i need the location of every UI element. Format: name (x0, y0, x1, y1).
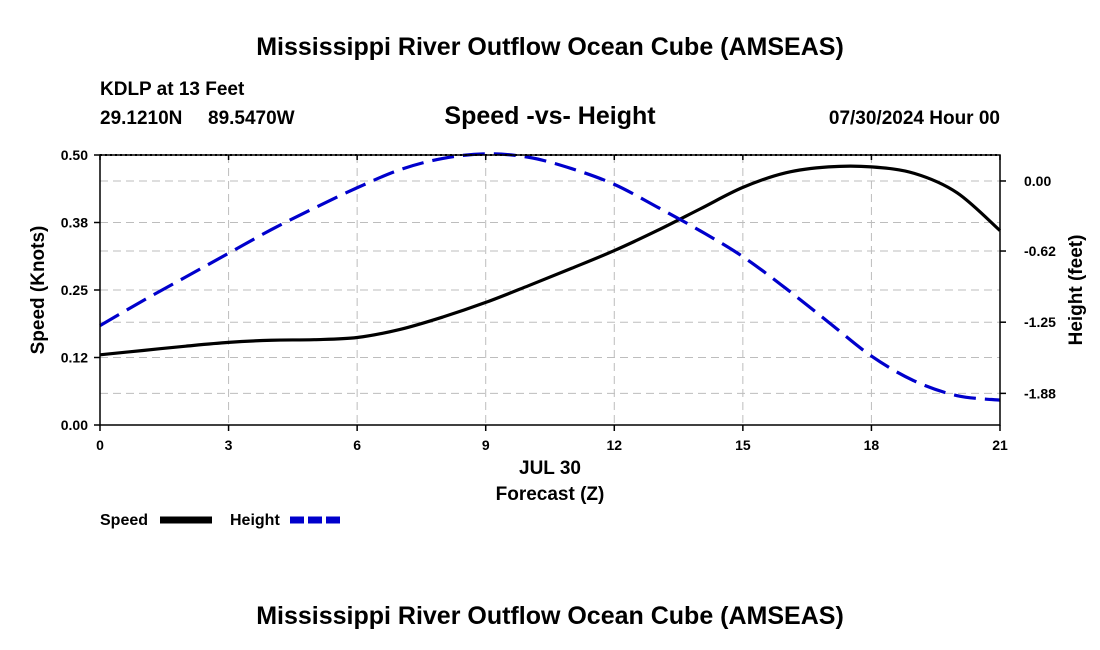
y-right-tick-label: -1.88 (1024, 385, 1056, 401)
footer-title: Mississippi River Outflow Ocean Cube (AM… (256, 602, 844, 630)
chart-title: Speed -vs- Height (444, 102, 656, 130)
y-right-axis-title: Height (feet) (1066, 235, 1087, 346)
x-axis-title: Forecast (Z) (496, 484, 605, 505)
x-tick-label: 18 (864, 437, 880, 453)
forecast-date: 07/30/2024 Hour 00 (829, 108, 1000, 129)
grid-lines (100, 155, 1000, 425)
y-left-tick-label: 0.38 (61, 215, 88, 231)
series-line-height (99, 152, 1001, 402)
y-left-axis-title: Speed (Knots) (28, 226, 49, 355)
x-tick-label: 21 (992, 437, 1008, 453)
x-tick-label: 12 (606, 437, 622, 453)
longitude-label: 89.5470W (208, 108, 295, 129)
page-title: Mississippi River Outflow Ocean Cube (AM… (256, 33, 844, 61)
x-tick-label: 3 (225, 437, 233, 453)
station-label: KDLP at 13 Feet (100, 79, 245, 100)
y-left-tick-label: 0.25 (61, 282, 88, 298)
legend-speed-label: Speed (100, 512, 148, 529)
y-left-tick-label: 0.00 (61, 417, 88, 433)
x-tick-label: 0 (96, 437, 104, 453)
y-left-tick-label: 0.50 (61, 147, 88, 163)
x-tick-label: 15 (735, 437, 751, 453)
series-line-speed (99, 164, 1002, 357)
x-date-label: JUL 30 (519, 458, 581, 479)
legend-height-label: Height (230, 512, 280, 529)
y-left-tick-label: 0.12 (61, 350, 88, 366)
series-group (99, 152, 1002, 402)
x-tick-label: 6 (353, 437, 361, 453)
axis-ticks: 0 3 6 9 12 15 18 21 0.00 0.12 0.25 0.38 0.50 0.00 -0.6… (61, 147, 1056, 453)
y-right-tick-label: -0.62 (1024, 243, 1056, 259)
latitude-label: 29.1210N (100, 108, 182, 129)
y-right-tick-label: 0.00 (1024, 173, 1051, 189)
x-tick-label: 9 (482, 437, 490, 453)
y-right-tick-label: -1.25 (1024, 314, 1056, 330)
